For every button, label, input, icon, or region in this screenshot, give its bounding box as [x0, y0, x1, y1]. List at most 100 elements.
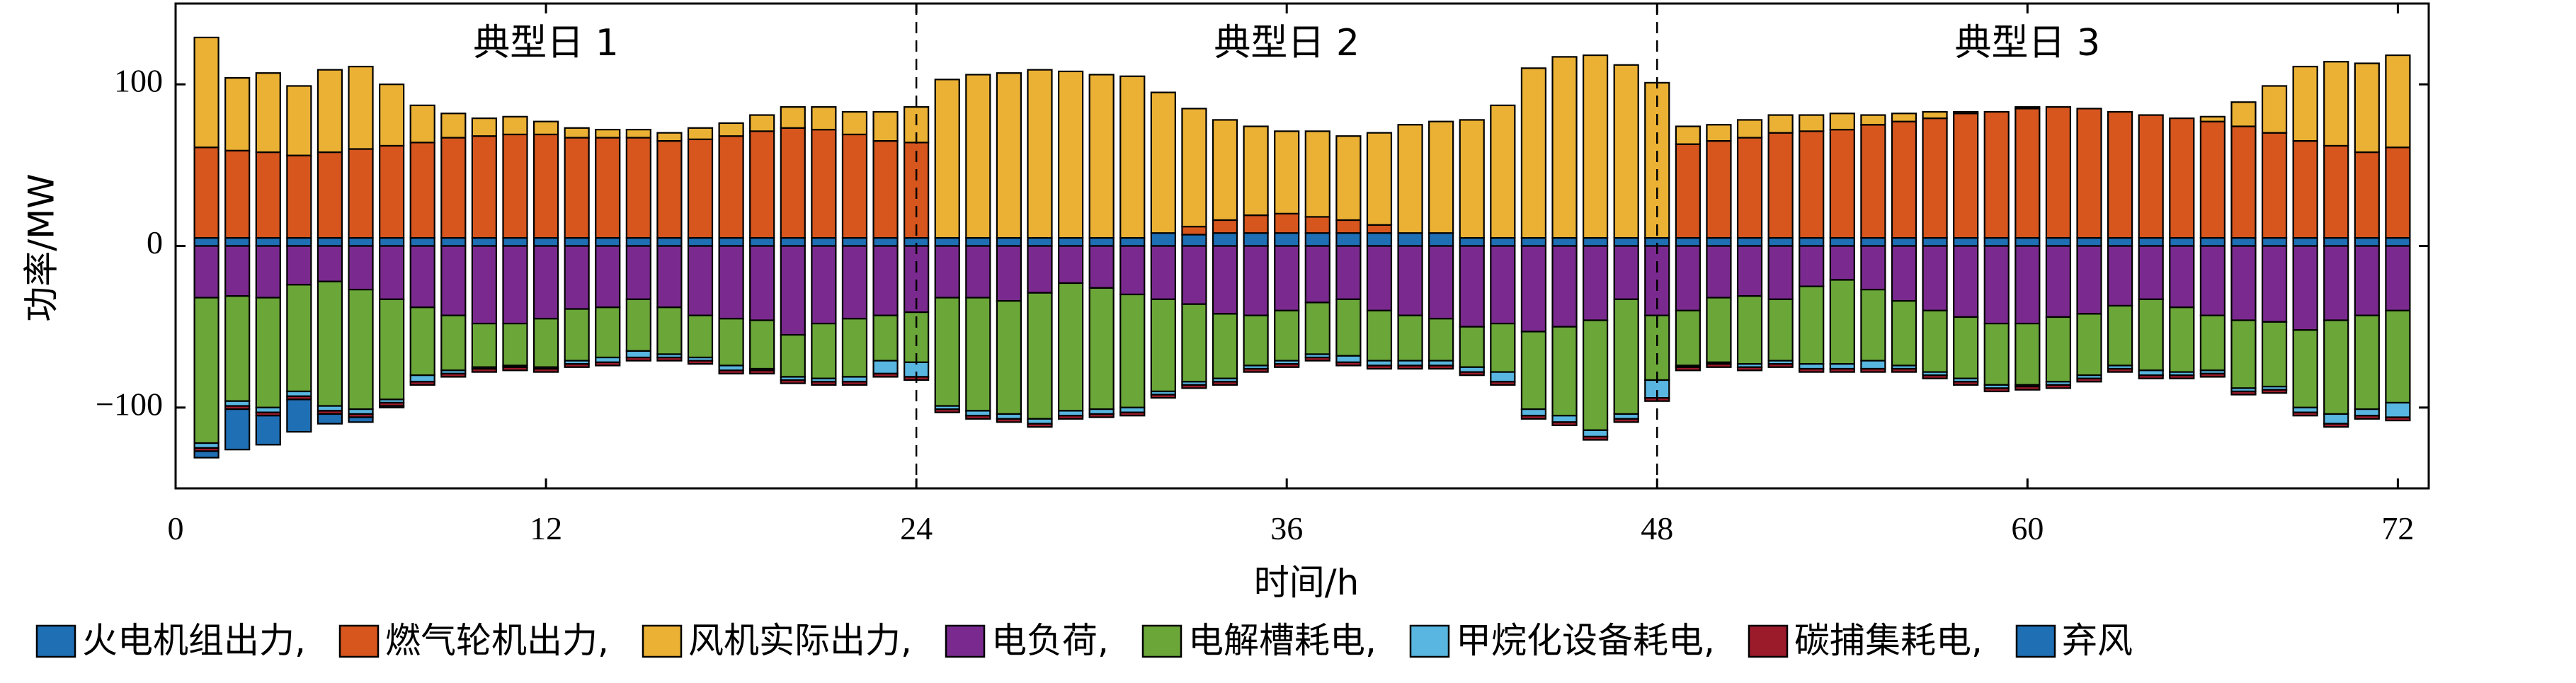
bar-segment-7-hour-8: [409, 381, 435, 386]
y-tick-label-2: 100: [114, 63, 163, 99]
bar-segment-7-hour-14: [595, 361, 621, 367]
bar-segment-1-hour-57: [1922, 236, 1948, 247]
bar-segment-3-hour-9: [440, 113, 467, 139]
bar-segment-1-hour-20: [780, 236, 806, 247]
bar-segment-5-hour-33: [1181, 303, 1207, 383]
bar-segment-3-hour-60: [2014, 106, 2041, 110]
bar-segment-7-hour-15: [625, 356, 651, 362]
bar-segment-5-hour-38: [1335, 298, 1362, 357]
bar-segment-4-hour-34: [1212, 245, 1238, 315]
bar-segment-7-hour-42: [1459, 371, 1485, 377]
bar-segment-3-hour-17: [687, 127, 714, 140]
bar-segment-3-hour-36: [1274, 130, 1300, 214]
bar-segment-2-hour-33: [1181, 226, 1207, 236]
bar-segment-2-hour-17: [687, 138, 714, 239]
bar-segment-7-hour-40: [1397, 365, 1423, 370]
bar-segment-7-hour-9: [440, 372, 467, 378]
bar-segment-5-hour-44: [1520, 331, 1547, 411]
bar-segment-7-hour-18: [718, 369, 744, 374]
legend-label-2: 燃气轮机出力,: [385, 620, 609, 661]
bar-segment-5-hour-7: [379, 298, 405, 401]
bar-segment-5-hour-10: [471, 323, 497, 368]
x-tick-label-72: 72: [2381, 510, 2414, 546]
bar-segment-1-hour-58: [1953, 236, 1979, 247]
bar-segment-5-hour-69: [2292, 329, 2318, 408]
bar-segment-4-hour-25: [934, 245, 960, 299]
bar-segment-4-hour-35: [1243, 245, 1269, 316]
bar-segment-3-hour-32: [1150, 91, 1176, 234]
bar-segment-7-hour-37: [1304, 356, 1330, 362]
bar-segment-1-hour-34: [1212, 232, 1238, 247]
legend-swatch-3: [642, 624, 683, 658]
bar-segment-1-hour-17: [687, 236, 714, 247]
bar-segment-4-hour-69: [2292, 245, 2318, 331]
bar-segment-4-hour-36: [1274, 245, 1300, 311]
x-tick-label-60: 60: [2011, 510, 2044, 546]
bar-segment-1-hour-35: [1243, 232, 1269, 247]
bar-segment-7-hour-46: [1582, 435, 1609, 441]
bar-segment-7-hour-28: [1027, 423, 1053, 428]
bar-segment-7-hour-19: [749, 369, 775, 374]
bar-segment-3-hour-27: [996, 72, 1022, 239]
bar-segment-4-hour-61: [2045, 245, 2072, 318]
bar-segment-4-hour-10: [471, 245, 497, 325]
bar-segment-1-hour-22: [841, 236, 868, 247]
bar-segment-1-hour-12: [532, 236, 559, 247]
bar-segment-1-hour-51: [1736, 236, 1763, 247]
bar-segment-1-hour-25: [934, 236, 960, 247]
bar-segment-1-hour-6: [348, 236, 374, 247]
bar-segment-3-hour-10: [471, 117, 497, 137]
bar-segment-3-hour-46: [1582, 54, 1609, 239]
x-tick-label-12: 12: [530, 510, 562, 546]
bar-segment-4-hour-2: [224, 245, 251, 297]
bar-segment-2-hour-69: [2292, 139, 2318, 239]
bar-segment-3-hour-53: [1799, 114, 1825, 132]
bar-segment-3-hour-58: [1953, 110, 1979, 115]
bar-segment-3-hour-72: [2385, 54, 2411, 149]
bar-segment-3-hour-29: [1057, 70, 1084, 239]
bar-segment-7-hour-51: [1736, 366, 1763, 372]
bar-segment-2-hour-65: [2169, 117, 2195, 239]
bar-segment-2-hour-53: [1799, 130, 1825, 239]
bar-segment-5-hour-61: [2045, 316, 2072, 383]
bar-segment-2-hour-14: [595, 137, 621, 239]
bar-segment-2-hour-21: [811, 129, 837, 239]
bar-segment-5-hour-57: [1922, 309, 1948, 373]
legend-label-6: 甲烷化设备耗电,: [1456, 620, 1715, 661]
bar-segment-4-hour-66: [2199, 245, 2225, 316]
bar-segment-5-hour-1: [193, 297, 220, 444]
bar-segment-3-hour-19: [749, 114, 775, 132]
bar-segment-7-hour-13: [564, 363, 590, 368]
bar-segment-4-hour-47: [1613, 245, 1639, 300]
bar-segment-2-hour-67: [2230, 125, 2257, 239]
bar-segment-7-hour-54: [1829, 367, 1855, 373]
bar-segment-5-hour-58: [1953, 316, 1979, 379]
bar-segment-2-hour-60: [2014, 108, 2041, 239]
bar-segment-6-hour-70: [2323, 413, 2349, 425]
bar-segment-4-hour-31: [1119, 245, 1146, 296]
x-tick-label-24: 24: [900, 510, 933, 546]
bar-segment-2-hour-56: [1891, 120, 1917, 239]
bar-segment-1-hour-32: [1150, 232, 1176, 247]
bar-segment-4-hour-14: [595, 245, 621, 309]
bar-segment-4-hour-40: [1397, 245, 1423, 316]
bar-segment-3-hour-54: [1829, 113, 1855, 131]
bar-segment-3-hour-6: [348, 65, 374, 150]
bar-segment-3-hour-30: [1088, 74, 1115, 239]
legend-swatch-7: [1748, 624, 1789, 658]
bar-segment-3-hour-56: [1891, 113, 1917, 122]
bar-segment-7-hour-70: [2323, 423, 2349, 428]
bar-segment-3-hour-50: [1706, 124, 1732, 142]
bar-segment-2-hour-2: [224, 149, 251, 239]
bar-segment-4-hour-12: [532, 245, 559, 320]
bar-segment-5-hour-52: [1767, 298, 1794, 362]
bar-segment-4-hour-11: [502, 245, 528, 325]
bar-segment-3-hour-38: [1335, 135, 1362, 222]
bar-segment-7-hour-68: [2261, 389, 2288, 394]
bar-segment-3-hour-4: [286, 85, 312, 156]
bar-segment-3-hour-44: [1520, 67, 1547, 239]
bar-segment-7-hour-55: [1860, 367, 1886, 373]
bar-segment-2-hour-15: [625, 137, 651, 239]
bar-segment-2-hour-3: [255, 151, 281, 239]
bar-segment-2-hour-34: [1212, 219, 1238, 234]
